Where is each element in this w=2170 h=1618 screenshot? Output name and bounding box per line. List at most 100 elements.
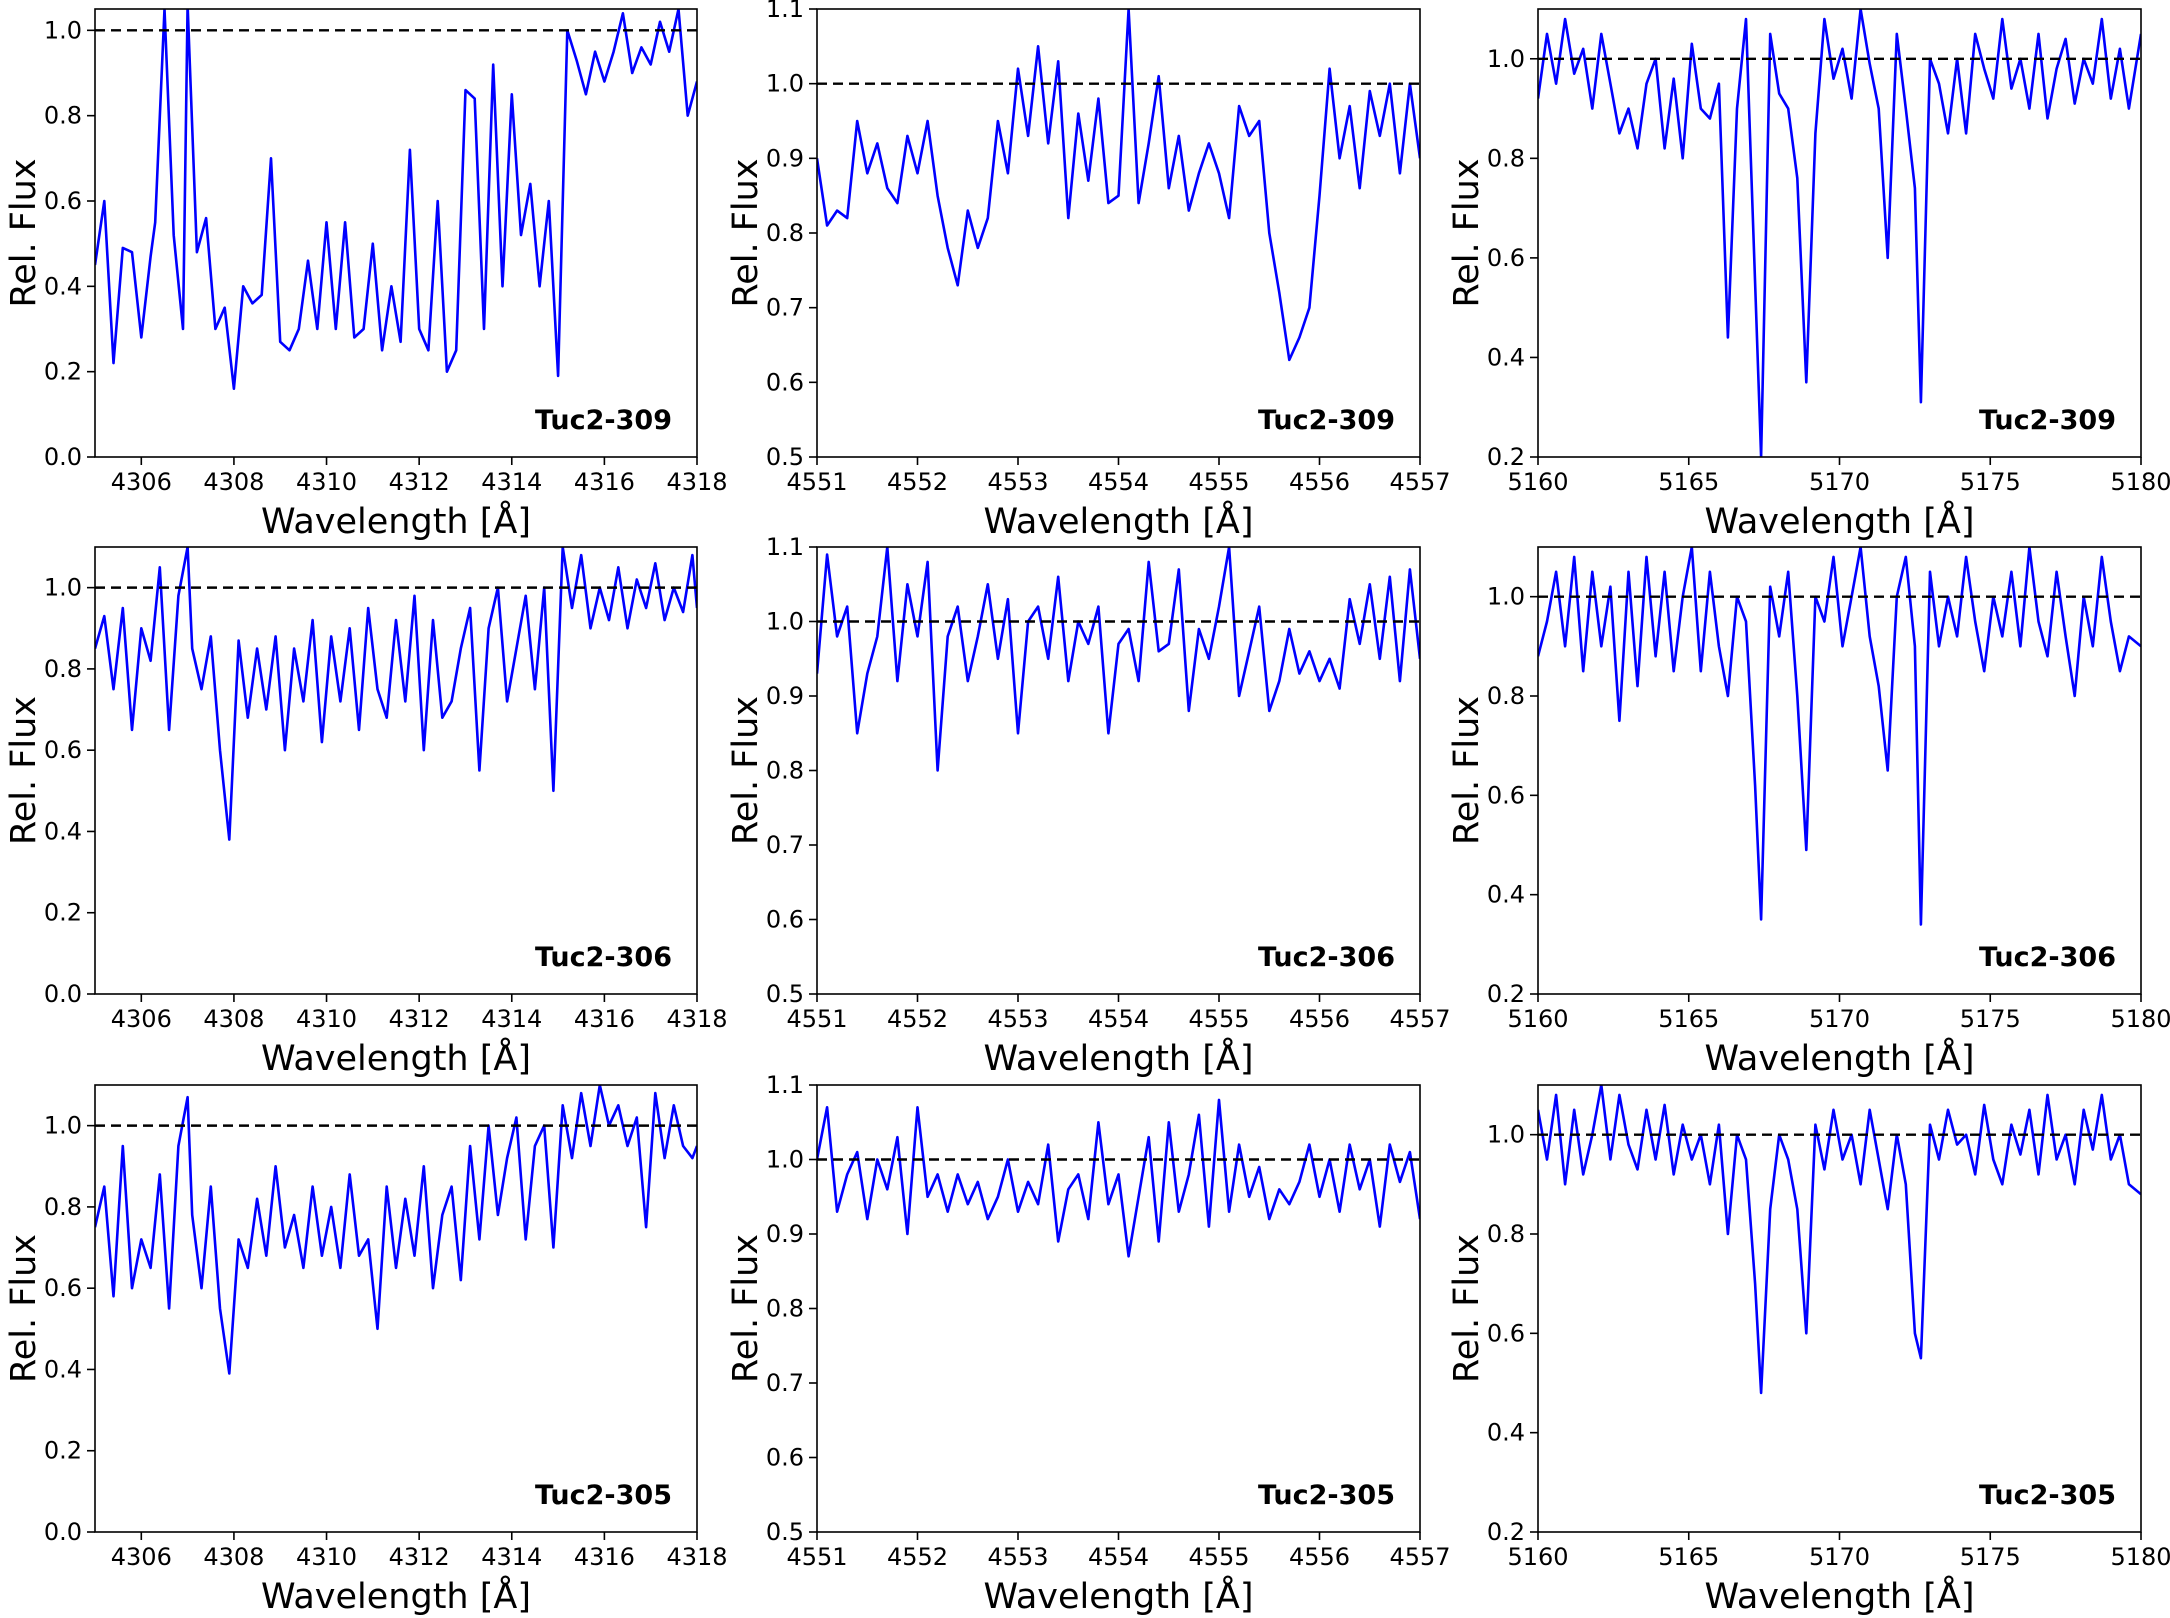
- y-tick-label: 0.8: [766, 757, 804, 785]
- x-axis-label: Wavelength [Å]: [983, 1036, 1253, 1079]
- spectrum-line: [1538, 547, 2141, 926]
- y-tick-label: 0.6: [1487, 244, 1525, 272]
- y-tick-label: 0.5: [766, 443, 804, 471]
- y-tick-label: 0.6: [766, 368, 804, 396]
- x-tick-label: 4306: [111, 1543, 172, 1571]
- x-tick-label: 4554: [1088, 1543, 1149, 1571]
- y-tick-label: 0.2: [44, 1437, 82, 1465]
- y-tick-label: 0.8: [766, 219, 804, 247]
- y-tick-label: 0.9: [766, 1220, 804, 1248]
- x-tick-label: 4552: [887, 1005, 948, 1033]
- y-tick-label: 0.2: [1487, 1518, 1525, 1546]
- y-tick-label: 0.7: [766, 831, 804, 859]
- y-tick-label: 0.6: [44, 187, 82, 215]
- x-axis-label: Wavelength [Å]: [1704, 1036, 1974, 1079]
- x-tick-label: 4551: [786, 1005, 847, 1033]
- y-tick-label: 1.0: [1487, 583, 1525, 611]
- panel-4: 4306 4308 4310 4312 4314 4316 4318 0.0 0.2 0.4 0.6…: [4, 546, 728, 1079]
- x-axis-label: Wavelength [Å]: [1704, 499, 1974, 542]
- panel-star-label: Tuc2-306: [535, 942, 672, 973]
- y-tick-label: 1.1: [766, 533, 804, 561]
- spectrum-line: [817, 9, 1420, 362]
- x-tick-label: 4308: [203, 468, 264, 496]
- x-tick-label: 4557: [1389, 1005, 1450, 1033]
- y-tick-label: 0.2: [1487, 980, 1525, 1008]
- spectrum-line: [1538, 1085, 2141, 1395]
- panel-star-label: Tuc2-309: [1979, 405, 2116, 436]
- y-tick-label: 0.8: [1487, 144, 1525, 172]
- axes-frame: [94, 546, 698, 995]
- y-tick-label: 0.8: [44, 102, 82, 130]
- x-tick-label: 5165: [1658, 1005, 1719, 1033]
- x-tick-label: 4551: [786, 1543, 847, 1571]
- x-tick-label: 5175: [1960, 468, 2021, 496]
- x-tick-label: 4318: [666, 1005, 727, 1033]
- x-tick-label: 4556: [1289, 1005, 1350, 1033]
- x-tick-label: 4306: [111, 1005, 172, 1033]
- x-tick-label: 5160: [1507, 1543, 1568, 1571]
- y-tick-label: 1.0: [1487, 45, 1525, 73]
- y-tick-label: 0.6: [1487, 1319, 1525, 1347]
- y-tick-label: 0.8: [44, 1193, 82, 1221]
- panel-3: 5160 5165 5170 5175 5180 0.2 0.4 0.6 0.8 1.0 Wavel…: [1447, 8, 2170, 542]
- axes-frame: [94, 1084, 698, 1533]
- x-tick-label: 4314: [481, 468, 542, 496]
- panel-star-label: Tuc2-309: [535, 405, 672, 436]
- panel-9: 5160 5165 5170 5175 5180 0.2 0.4 0.6 0.8 1.0 Wavel…: [1447, 1084, 2170, 1617]
- y-tick-label: 1.0: [44, 1112, 82, 1140]
- panel-7: 4306 4308 4310 4312 4314 4316 4318 0.0 0.2 0.4 0.6…: [4, 1084, 728, 1617]
- x-tick-label: 4555: [1188, 468, 1249, 496]
- x-tick-label: 4556: [1289, 1543, 1350, 1571]
- y-tick-label: 0.4: [44, 1355, 82, 1383]
- x-tick-label: 4557: [1389, 1543, 1450, 1571]
- x-tick-label: 4312: [389, 468, 450, 496]
- x-axis-label: Wavelength [Å]: [983, 499, 1253, 542]
- spectrum-line: [817, 1098, 1420, 1258]
- panel-2: 4551 4552 4553 4554 4555 4556 4557 0.5 0.6 0.7 0.8…: [726, 0, 1451, 542]
- x-tick-label: 5180: [2110, 1543, 2170, 1571]
- x-tick-label: 4308: [203, 1005, 264, 1033]
- panel-star-label: Tuc2-305: [1979, 1480, 2116, 1511]
- panel-6: 5160 5165 5170 5175 5180 0.2 0.4 0.6 0.8 1.0 Wavel…: [1447, 546, 2170, 1079]
- y-tick-label: 0.2: [44, 899, 82, 927]
- x-tick-label: 4552: [887, 468, 948, 496]
- y-tick-label: 0.7: [766, 1369, 804, 1397]
- x-tick-label: 4552: [887, 1543, 948, 1571]
- x-tick-label: 5165: [1658, 1543, 1719, 1571]
- y-tick-label: 0.8: [1487, 1220, 1525, 1248]
- x-tick-label: 4312: [389, 1005, 450, 1033]
- x-tick-label: 4554: [1088, 1005, 1149, 1033]
- x-tick-label: 5170: [1809, 468, 1870, 496]
- x-tick-label: 4556: [1289, 468, 1350, 496]
- x-tick-label: 4312: [389, 1543, 450, 1571]
- y-tick-label: 0.4: [44, 817, 82, 845]
- y-tick-label: 0.5: [766, 980, 804, 1008]
- x-tick-label: 4318: [666, 1543, 727, 1571]
- y-axis-label: Rel. Flux: [1447, 1234, 1487, 1383]
- y-tick-label: 0.4: [1487, 343, 1525, 371]
- y-tick-label: 1.0: [44, 574, 82, 602]
- x-tick-label: 4557: [1389, 468, 1450, 496]
- y-tick-label: 1.1: [766, 1071, 804, 1099]
- y-axis-label: Rel. Flux: [726, 1234, 766, 1383]
- y-axis-label: Rel. Flux: [726, 158, 766, 307]
- x-tick-label: 4316: [574, 468, 635, 496]
- x-tick-label: 4318: [666, 468, 727, 496]
- y-tick-label: 0.6: [766, 906, 804, 934]
- y-tick-label: 1.0: [766, 608, 804, 636]
- y-tick-label: 0.0: [44, 443, 82, 471]
- panel-star-label: Tuc2-305: [535, 1480, 672, 1511]
- y-tick-label: 0.6: [44, 736, 82, 764]
- y-tick-label: 0.4: [1487, 881, 1525, 909]
- y-tick-label: 0.9: [766, 682, 804, 710]
- y-tick-label: 1.0: [44, 16, 82, 44]
- x-tick-label: 5175: [1960, 1005, 2021, 1033]
- x-tick-label: 5175: [1960, 1543, 2021, 1571]
- y-axis-label: Rel. Flux: [4, 696, 44, 845]
- x-tick-label: 4314: [481, 1543, 542, 1571]
- panel-1: 4306 4308 4310 4312 4314 4316 4318 0.0 0.2 0.4 0.6…: [4, 8, 728, 542]
- x-tick-label: 4553: [987, 1005, 1048, 1033]
- x-axis-label: Wavelength [Å]: [261, 1036, 531, 1079]
- axes-frame: [816, 1084, 1421, 1533]
- y-tick-label: 0.6: [766, 1444, 804, 1472]
